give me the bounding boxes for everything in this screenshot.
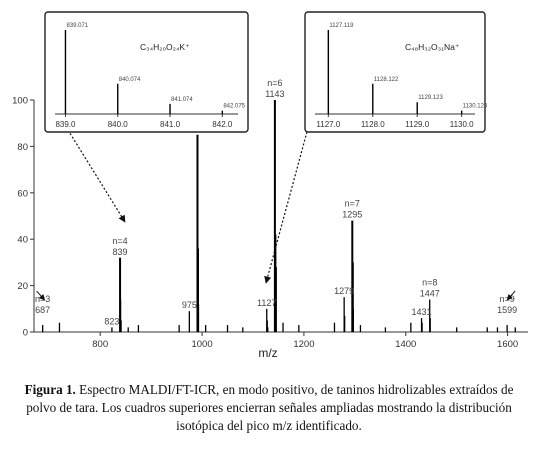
x-tick-label: 800 — [92, 339, 108, 350]
y-tick-label: 40 — [17, 235, 28, 246]
annotation-mz: 1143 — [265, 89, 284, 99]
inset-tick-label: 841.0 — [160, 120, 181, 129]
axes: 0 20 40 60 80 100 800 1000 1200 1400 1600 m/z — [12, 96, 528, 360]
zoom-connectors — [67, 127, 309, 284]
y-ticks: 0 20 40 60 80 100 — [12, 96, 34, 339]
inset-tick-label: 1128.0 — [361, 120, 385, 129]
annotation-mz: 1295 — [342, 210, 362, 220]
x-ticks: 800 1000 1200 1400 1600 — [92, 332, 518, 350]
y-tick-label: 60 — [17, 188, 28, 199]
annotation-mz: 1279 — [334, 286, 354, 296]
spectrum-peaks — [42, 100, 516, 332]
inset-tick-label: 1129.0 — [405, 120, 429, 129]
inset-isotope-na-adduct: 1127.0 1128.0 1129.0 1130.0 1127.119 1128.122… — [304, 11, 488, 133]
annotation-n: n=8 — [422, 278, 437, 288]
inset-formula: C₄₈H₃₂O₃₁Na⁺ — [405, 42, 460, 52]
y-tick-label: 20 — [17, 281, 28, 292]
y-tick-label: 80 — [17, 142, 28, 153]
inset-peak-label: 839.071 — [66, 23, 88, 29]
annotation-mz: 1447 — [420, 289, 440, 299]
annotation-mz: 1127 — [257, 298, 276, 308]
annotation-n: n=3 — [35, 294, 50, 304]
annotation-n: n=6 — [267, 78, 282, 88]
caption-text: Espectro MALDI/FT-ICR, en modo positivo,… — [26, 382, 514, 433]
annotation-arrow — [506, 290, 516, 301]
annotation-mz: 1431 — [412, 307, 432, 317]
inset-peak-label: 1129.123 — [418, 95, 443, 101]
inset-tick-label: 1130.0 — [450, 120, 474, 129]
inset-tick-label: 842.0 — [212, 120, 233, 129]
annotation-mz: 975 — [182, 300, 197, 310]
annotation-n: n=9 — [499, 294, 514, 304]
inset-tick-label: 839.0 — [55, 120, 76, 129]
x-tick-label: 1600 — [497, 339, 518, 350]
annotation-mz: 839 — [113, 247, 128, 257]
annotation-mz: 687 — [35, 305, 50, 315]
inset-peak-label: 840.074 — [119, 77, 141, 83]
annotation-arrow — [36, 290, 46, 301]
inset-peak-label: 841.074 — [171, 97, 193, 103]
annotation-mz: 1599 — [497, 305, 517, 315]
x-tick-label: 1000 — [191, 339, 212, 350]
x-tick-label: 1400 — [395, 339, 416, 350]
mass-spectrum-chart: 0 20 40 60 80 100 800 1000 1200 1400 1600 m/z n=3… — [12, 11, 528, 360]
annotation-mz: 823 — [104, 316, 119, 326]
annotation-n: n=4 — [112, 236, 127, 246]
inset-frame — [44, 11, 249, 133]
x-axis-label: m/z — [258, 346, 277, 360]
inset-tick-label: 1127.0 — [316, 120, 340, 129]
inset-isotope-k-adduct: 839.0 840.0 841.0 842.0 839.071 840.074 841.07… — [44, 11, 249, 133]
y-tick-label: 0 — [23, 328, 28, 339]
right-inset-connector — [264, 127, 309, 284]
annotation-n: n=7 — [345, 199, 360, 209]
inset-peak-label: 1127.119 — [329, 23, 354, 29]
inset-tick-label: 840.0 — [108, 120, 129, 129]
left-inset-connector — [67, 129, 126, 223]
y-tick-label: 100 — [12, 96, 28, 107]
x-tick-label: 1200 — [293, 339, 314, 350]
inset-peak-label: 1128.122 — [374, 77, 399, 83]
figure-caption: Figura 1. Espectro MALDI/FT-ICR, en modo… — [10, 381, 528, 435]
inset-formula: C₃₄H₂₀O₂₄K⁺ — [140, 42, 190, 52]
caption-label: Figura 1. — [24, 382, 76, 397]
inset-peak-label: 1130.128 — [463, 104, 488, 110]
inset-frame — [304, 11, 486, 133]
inset-peak-label: 842.075 — [223, 104, 245, 110]
